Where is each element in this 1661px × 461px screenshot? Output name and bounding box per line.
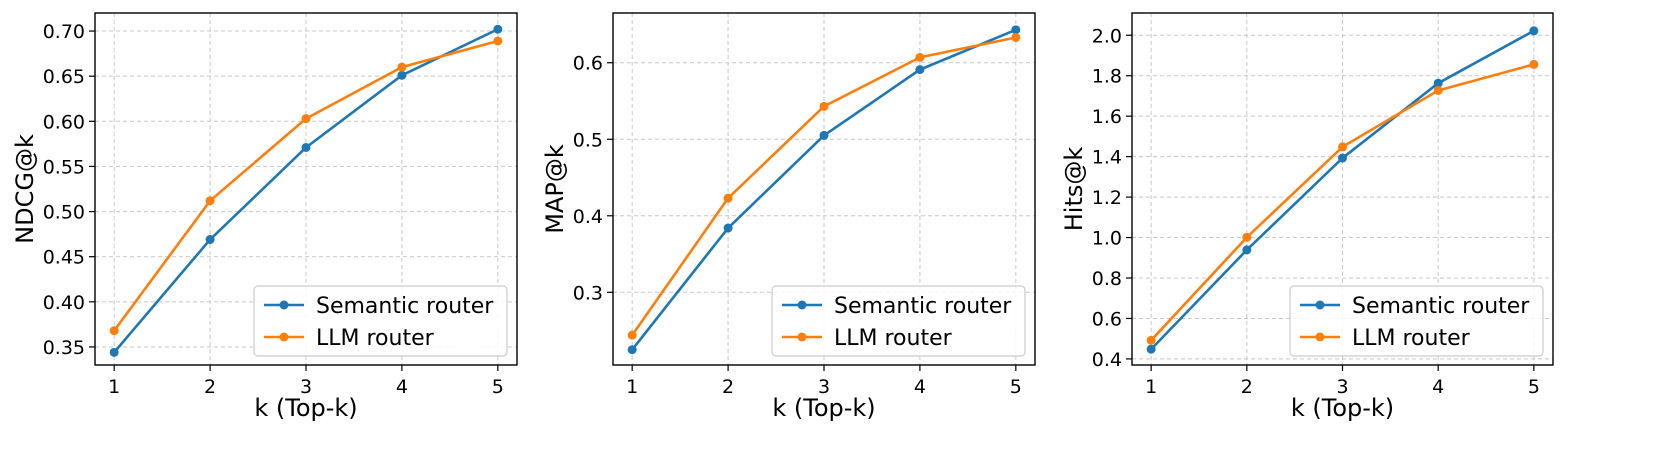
data-point — [109, 326, 119, 336]
y-tick-label: 1.2 — [1092, 187, 1122, 209]
x-tick-label: 2 — [1241, 376, 1253, 398]
legend-swatch-marker — [797, 332, 807, 342]
data-point — [915, 52, 925, 62]
legend-box — [253, 285, 508, 357]
legend-swatch-marker — [279, 300, 289, 310]
y-tick-label: 0.5 — [573, 129, 603, 151]
y-tick-label: 0.4 — [573, 206, 603, 228]
x-tick-label: 3 — [1336, 376, 1348, 398]
legend: Semantic router LLM router — [253, 285, 508, 357]
y-axis-label: MAP@k — [541, 144, 569, 234]
y-tick-label: 1.4 — [1092, 147, 1122, 169]
data-point — [1433, 78, 1443, 88]
data-point — [205, 196, 215, 206]
data-point — [1146, 344, 1156, 354]
x-tick-label: 1 — [626, 376, 638, 398]
x-tick-label: 3 — [818, 376, 830, 398]
data-point — [723, 223, 733, 233]
data-point — [1146, 335, 1156, 345]
y-tick-label: 1.0 — [1092, 228, 1122, 250]
x-tick-label: 4 — [1432, 376, 1444, 398]
x-axis-label: k (Top-k) — [1291, 394, 1394, 422]
legend: Semantic router LLM router — [1289, 285, 1544, 357]
x-tick-label: 4 — [914, 376, 926, 398]
legend-swatch-marker — [1315, 300, 1325, 310]
legend: Semantic router LLM router — [771, 285, 1026, 357]
data-point — [397, 70, 407, 80]
data-point — [819, 130, 829, 140]
data-point — [1338, 142, 1347, 152]
y-tick-label: 0.55 — [43, 156, 85, 178]
x-tick-label: 2 — [722, 376, 734, 398]
data-point — [627, 345, 637, 355]
plot-frame — [612, 12, 1036, 366]
data-point — [1242, 245, 1252, 255]
x-tick-label: 5 — [1010, 376, 1022, 398]
y-tick-label: 0.70 — [43, 21, 85, 43]
y-tick-label: 2.0 — [1092, 25, 1122, 47]
x-tick-label: 1 — [108, 376, 120, 398]
data-point — [819, 101, 829, 111]
x-tick-label: 2 — [204, 376, 216, 398]
y-tick-label: 0.8 — [1092, 268, 1122, 290]
data-point — [1338, 153, 1347, 163]
data-point — [301, 142, 311, 152]
data-point — [1529, 26, 1539, 36]
data-point — [627, 330, 637, 340]
x-axis-label: k (Top-k) — [254, 394, 357, 422]
legend-swatch-marker — [797, 300, 807, 310]
y-tick-label: 0.45 — [43, 247, 85, 269]
y-tick-label: 0.6 — [573, 53, 603, 75]
x-tick-label: 1 — [1145, 376, 1157, 398]
data-point — [493, 24, 503, 34]
data-point — [397, 62, 407, 72]
y-tick-label: 0.60 — [43, 111, 85, 133]
y-tick-label: 0.35 — [43, 337, 85, 359]
data-point — [1242, 232, 1252, 242]
chart-panel-1: 1 2 3 4 5 0.35 0.40 0.45 0.50 0.55 0.60 0.65 0.70 k (… — [11, 12, 518, 422]
plot-frame — [94, 12, 518, 366]
legend-label: Semantic router — [834, 294, 1012, 319]
y-tick-label: 0.6 — [1092, 308, 1122, 330]
x-axis-label: k (Top-k) — [772, 394, 875, 422]
y-tick-label: 0.40 — [43, 292, 85, 314]
plot-frame — [1131, 12, 1554, 366]
data-point — [109, 347, 119, 357]
legend-label: LLM router — [834, 326, 953, 351]
legend-label: LLM router — [316, 326, 435, 351]
data-point — [1529, 59, 1539, 69]
y-tick-label: 0.50 — [43, 202, 85, 224]
x-tick-label: 3 — [300, 376, 312, 398]
y-tick-label: 0.65 — [43, 66, 85, 88]
legend-label: LLM router — [1352, 326, 1471, 351]
legend-swatch-marker — [1315, 332, 1325, 342]
chart-panel-3: 1 2 3 4 5 0.4 0.6 0.8 1.0 1.2 1.4 1.6 1.8 2.0 k (Top-k… — [1060, 12, 1554, 422]
y-tick-label: 0.4 — [1092, 349, 1122, 371]
data-point — [915, 65, 925, 75]
data-point — [1433, 85, 1443, 95]
data-point — [1011, 25, 1021, 35]
y-tick-label: 1.8 — [1092, 66, 1122, 88]
legend-label: Semantic router — [1352, 294, 1530, 319]
legend-swatch-marker — [279, 332, 289, 342]
data-point — [723, 193, 733, 203]
legend-box — [771, 285, 1026, 357]
data-point — [205, 235, 215, 245]
data-point — [1011, 32, 1021, 42]
chart-panel-2: 1 2 3 4 5 0.3 0.4 0.5 0.6 k (Top-k) MAP@k Semantic … — [541, 12, 1036, 422]
x-tick-label: 5 — [492, 376, 504, 398]
y-tick-label: 1.6 — [1092, 106, 1122, 128]
data-point — [493, 36, 503, 46]
x-tick-label: 5 — [1528, 376, 1540, 398]
x-tick-label: 4 — [396, 376, 408, 398]
legend-box — [1289, 285, 1544, 357]
data-point — [301, 114, 311, 124]
legend-label: Semantic router — [316, 294, 494, 319]
y-axis-label: Hits@k — [1060, 147, 1088, 232]
y-axis-label: NDCG@k — [11, 134, 39, 244]
y-tick-label: 0.3 — [573, 282, 603, 304]
